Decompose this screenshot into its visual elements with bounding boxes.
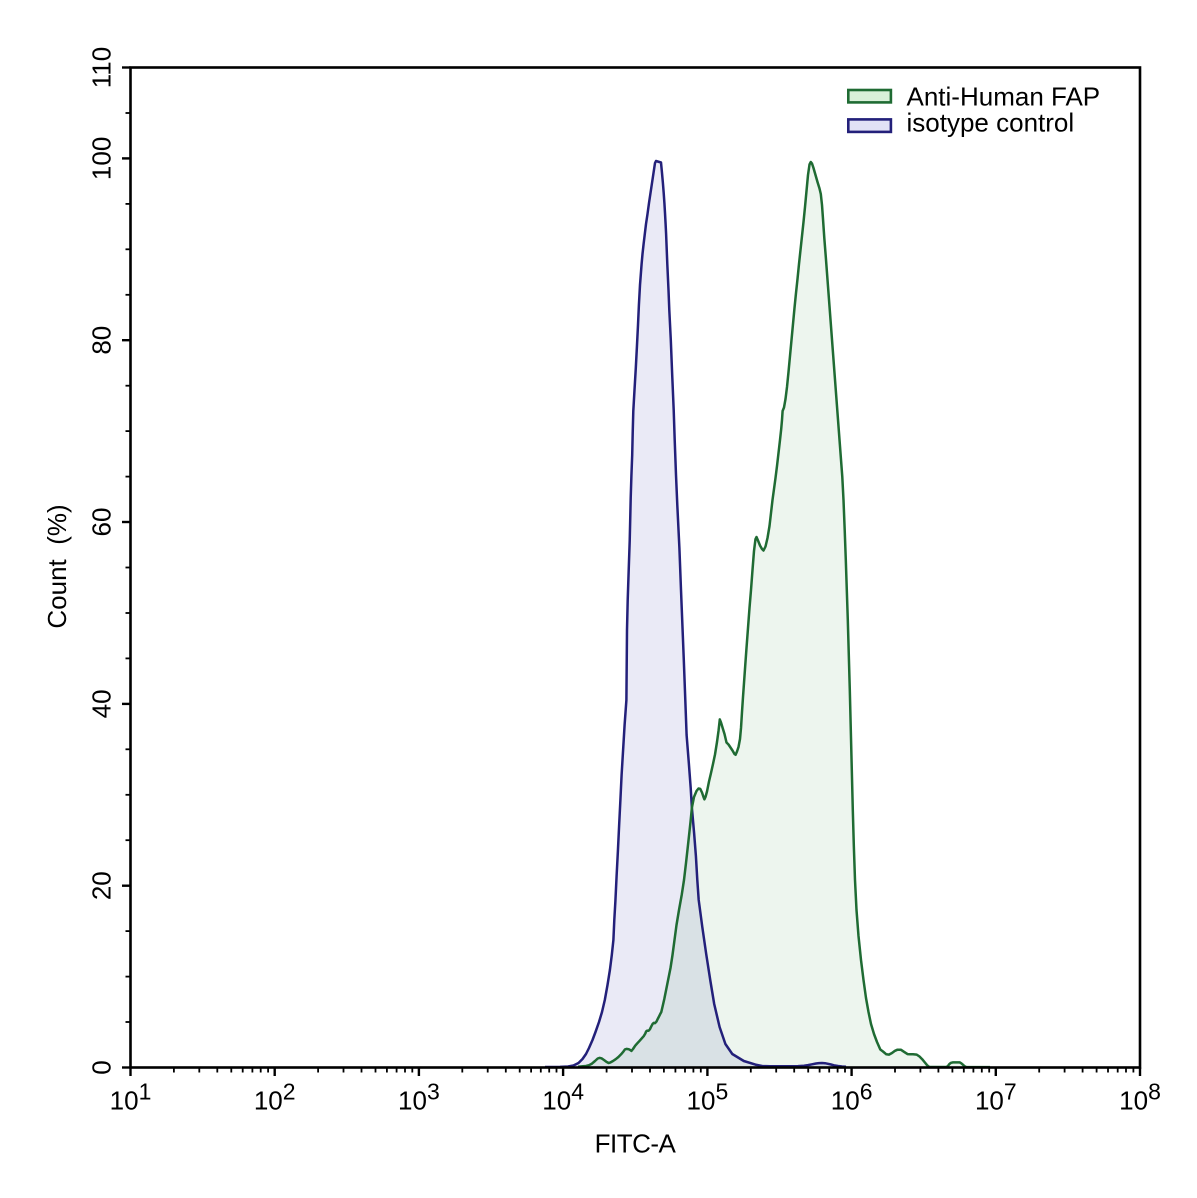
svg-text:10: 10 (254, 1086, 283, 1116)
svg-text:10: 10 (542, 1086, 571, 1116)
svg-text:6: 6 (860, 1079, 873, 1105)
svg-text:Count (%): Count (%) (42, 504, 72, 628)
svg-text:10: 10 (687, 1086, 716, 1116)
svg-text:40: 40 (87, 689, 117, 718)
svg-text:7: 7 (1004, 1079, 1017, 1105)
svg-text:8: 8 (1148, 1079, 1161, 1105)
svg-text:5: 5 (716, 1079, 729, 1105)
svg-text:20: 20 (87, 871, 117, 900)
svg-text:80: 80 (87, 326, 117, 355)
svg-text:FITC-A: FITC-A (595, 1129, 677, 1159)
svg-text:Anti-Human FAP: Anti-Human FAP (907, 82, 1101, 112)
svg-text:110: 110 (87, 47, 117, 88)
svg-text:100: 100 (87, 137, 117, 180)
svg-text:10: 10 (975, 1086, 1004, 1116)
svg-text:1: 1 (139, 1079, 152, 1105)
svg-text:0: 0 (87, 1060, 117, 1074)
svg-text:4: 4 (571, 1079, 584, 1105)
svg-text:3: 3 (427, 1079, 440, 1105)
svg-text:10: 10 (398, 1086, 427, 1116)
svg-text:10: 10 (1119, 1086, 1148, 1116)
svg-text:60: 60 (87, 508, 117, 537)
svg-text:isotype control: isotype control (907, 108, 1075, 138)
svg-text:2: 2 (283, 1079, 296, 1105)
svg-text:10: 10 (110, 1086, 139, 1116)
svg-text:10: 10 (831, 1086, 860, 1116)
